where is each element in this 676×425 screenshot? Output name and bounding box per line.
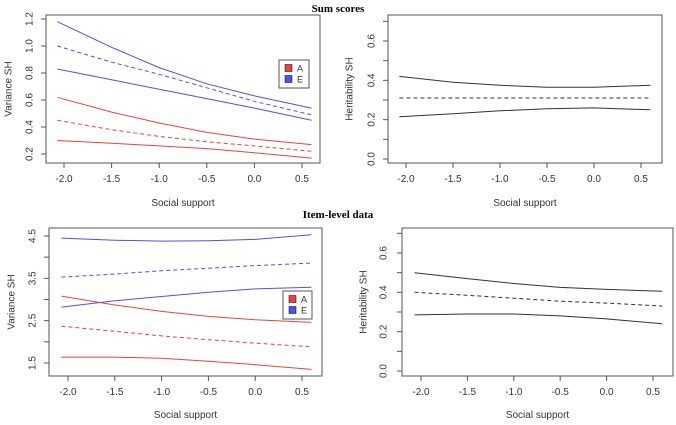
x-tick-label: -0.5: [552, 387, 570, 398]
y-tick-label: 4.5: [28, 229, 39, 243]
y-tick-label: 0.4: [379, 285, 390, 299]
y-tick-label: 0.2: [25, 147, 36, 161]
y-tick-label: 0.4: [367, 73, 378, 87]
y-tick-label: 3.5: [28, 271, 39, 285]
panel-1: -2.0 -1.5 -1.0 -0.5 0.0 0.5 0.2 0.4 0.6 0.8 1.0 1.2…: [4, 12, 321, 209]
x-tick-label: 0.0: [247, 174, 261, 185]
series-line-h2-lower-ci: [414, 313, 663, 325]
series-line-a-upper-ci: [57, 96, 312, 146]
y-tick-label: 0.4: [25, 120, 36, 134]
legend-box: [282, 290, 313, 320]
plot-frame: [401, 227, 674, 377]
plot-frame: [45, 14, 321, 164]
series-line-e-lower-ci: [57, 68, 312, 121]
y-axis-label: Variance SH: [7, 274, 18, 329]
legend-label-E: E: [297, 75, 303, 85]
series-line-h2-upper-ci: [414, 272, 663, 292]
y-tick-label: 0.0: [379, 364, 390, 378]
series-line-e-lower-ci: [61, 286, 312, 308]
x-axis-label: Social support: [154, 410, 218, 421]
series-line-h2-upper-ci: [399, 75, 651, 88]
legend-label-E: E: [301, 306, 307, 316]
legend: AE: [282, 290, 313, 320]
series-line-e-upper-ci: [57, 21, 312, 109]
legend-swatch-E: [288, 306, 297, 314]
x-tick-label: -1.0: [491, 174, 509, 185]
x-tick-label: 0.0: [600, 387, 614, 398]
section-title-sum-scores: Sum scores: [312, 3, 365, 15]
x-tick-label: 0.5: [634, 174, 648, 185]
legend-label-A: A: [297, 64, 303, 74]
series-line-a-estimate: [61, 325, 312, 348]
y-tick-label: 0.2: [379, 324, 390, 338]
y-tick-label: 2.5: [28, 313, 39, 327]
legend-swatch-E: [284, 75, 293, 83]
x-tick-label: -2.0: [412, 387, 430, 398]
x-tick-label: -1.5: [103, 174, 121, 185]
legend: AE: [278, 59, 310, 89]
series-line-e-upper-ci: [61, 234, 312, 242]
x-tick-label: 0.0: [248, 387, 262, 398]
x-tick-label: -1.0: [153, 387, 171, 398]
y-tick-label: 0.2: [367, 112, 378, 126]
x-tick-label: -0.5: [538, 174, 556, 185]
x-tick-label: 0.5: [295, 387, 309, 398]
x-axis-label: Social support: [506, 410, 570, 421]
plot-frame: [48, 227, 323, 377]
series-line-e-estimate: [57, 45, 312, 116]
legend-swatch-A: [284, 64, 293, 72]
legend-box: [278, 59, 310, 89]
section-title-item-level: Item-level data: [303, 209, 374, 221]
y-tick-label: 0.6: [379, 246, 390, 260]
x-tick-label: -2.0: [59, 387, 77, 398]
y-axis-label: Variance SH: [4, 61, 15, 116]
legend-swatch-A: [288, 295, 297, 303]
panel-3: -2.0 -1.5 -1.0 -0.5 0.0 0.5 1.5 2.5 3.5 4.5 Social…: [7, 227, 323, 421]
plot-frame: [387, 14, 663, 164]
series-line-a-estimate: [57, 119, 312, 152]
y-tick-label: 1.2: [25, 12, 36, 26]
legend-label-A: A: [301, 295, 307, 305]
x-tick-label: -0.5: [198, 174, 216, 185]
y-tick-label: 0.8: [25, 66, 36, 80]
y-tick-label: 0.6: [367, 34, 378, 48]
x-tick-label: -0.5: [200, 387, 218, 398]
y-tick-label: 1.5: [28, 356, 39, 370]
x-tick-label: -1.5: [106, 387, 124, 398]
series-line-h2-lower-ci: [399, 107, 651, 118]
y-tick-label: 0.6: [25, 93, 36, 107]
x-tick-label: -1.0: [505, 387, 523, 398]
x-tick-label: -1.5: [459, 387, 477, 398]
series-line-a-lower-ci: [61, 356, 312, 370]
x-tick-label: 0.0: [587, 174, 601, 185]
x-axis-label: Social support: [493, 198, 557, 209]
series-line-a-lower-ci: [57, 140, 312, 159]
panel-4: -2.0 -1.5 -1.0 -0.5 0.0 0.5 0.0 0.2 0.4 0.6 Social…: [359, 227, 674, 421]
x-tick-label: -1.5: [444, 174, 462, 185]
x-tick-label: 0.5: [646, 387, 660, 398]
y-axis-label: Heritability SH: [359, 270, 370, 333]
series-line-a-upper-ci: [61, 295, 312, 323]
x-tick-label: -2.0: [397, 174, 415, 185]
y-axis-label: Heritability SH: [345, 57, 356, 120]
x-tick-label: -2.0: [55, 174, 73, 185]
x-tick-label: -1.0: [151, 174, 169, 185]
y-tick-label: 1.0: [25, 39, 36, 53]
x-axis-label: Social support: [151, 198, 215, 209]
x-tick-label: 0.5: [295, 174, 309, 185]
series-line-h2-estimate: [414, 291, 663, 307]
panel-2: -2.0 -1.5 -1.0 -0.5 0.0 0.5 0.0 0.2 0.4 0.6 Social…: [345, 14, 663, 209]
y-tick-label: 0.0: [367, 152, 378, 166]
series-line-e-estimate: [61, 262, 312, 278]
